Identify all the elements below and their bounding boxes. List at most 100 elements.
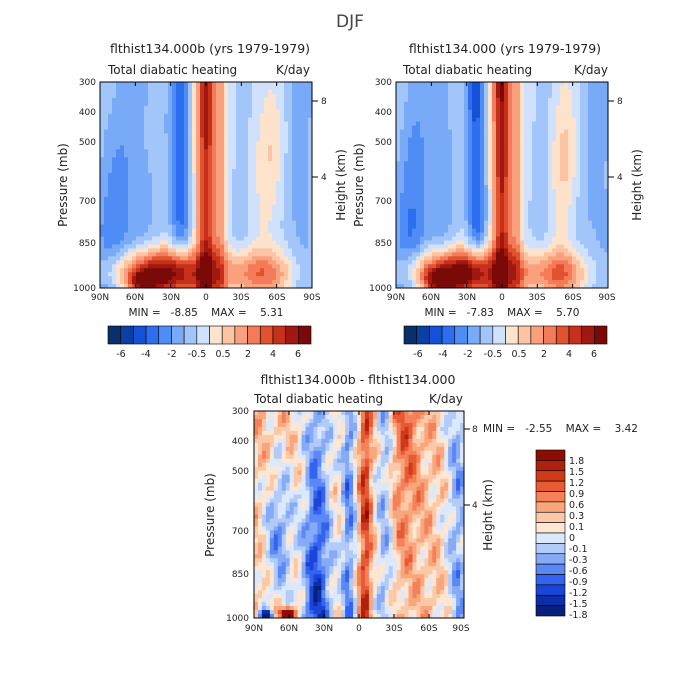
heatmap-cell <box>152 137 157 142</box>
heatmap-cell <box>208 240 213 245</box>
heatmap-cell <box>460 121 465 126</box>
heatmap-cell <box>104 268 109 273</box>
heatmap-cell <box>592 212 597 218</box>
heatmap-cell <box>140 97 145 103</box>
heatmap-cell <box>456 188 461 194</box>
heatmap-cell <box>500 141 505 146</box>
heatmap-cell <box>580 204 585 210</box>
heatmap-cell <box>396 125 401 130</box>
heatmap-cell <box>152 240 157 245</box>
heatmap-cell <box>196 141 201 146</box>
heatmap-cell <box>184 188 189 194</box>
heatmap-cell <box>460 224 465 229</box>
heatmap-cell <box>292 220 297 226</box>
heatmap-cell <box>564 232 569 237</box>
heatmap-cell <box>416 97 421 103</box>
heatmap-cell <box>480 188 485 194</box>
heatmap-cell <box>304 185 309 190</box>
heatmap-cell <box>240 244 245 249</box>
heatmap-cell <box>604 177 609 182</box>
heatmap-cell <box>540 149 545 154</box>
heatmap-cell <box>300 188 305 194</box>
heatmap-cell <box>496 89 501 95</box>
heatmap-cell <box>252 141 257 146</box>
heatmap-cell <box>224 129 229 134</box>
heatmap-cell <box>264 228 269 233</box>
heatmap-cell <box>548 149 553 154</box>
heatmap-cell <box>604 173 609 178</box>
heatmap-cell <box>192 101 197 107</box>
heatmap-cell <box>416 185 421 190</box>
heatmap-cell <box>120 97 125 103</box>
heatmap-cell <box>200 173 205 178</box>
heatmap-cell <box>520 141 525 146</box>
heatmap-cell <box>268 248 273 253</box>
heatmap-cell <box>200 101 205 107</box>
heatmap-cell <box>296 121 301 126</box>
heatmap-cell <box>564 105 569 111</box>
heatmap-cell <box>100 129 105 134</box>
heatmap-cell <box>192 232 197 237</box>
heatmap-cell <box>272 157 277 162</box>
heatmap-cell <box>396 232 401 237</box>
heatmap-cell <box>424 236 429 241</box>
heatmap-cell <box>604 105 609 111</box>
heatmap-cell <box>268 121 273 126</box>
heatmap-cell <box>404 169 409 174</box>
heatmap-cell <box>192 196 197 202</box>
heatmap-cell <box>560 93 565 99</box>
heatmap-cell <box>552 129 557 134</box>
heatmap-cell <box>428 117 433 123</box>
heatmap-cell <box>240 177 245 182</box>
heatmap-cell <box>196 169 201 174</box>
heatmap-cell <box>212 177 217 182</box>
heatmap-cell <box>188 137 193 142</box>
heatmap-cell <box>428 113 433 119</box>
heatmap-cell <box>292 280 297 285</box>
heatmap-cell <box>200 133 205 138</box>
heatmap-cell <box>576 236 581 241</box>
heatmap-cell <box>432 228 437 233</box>
heatmap-cell <box>240 157 245 162</box>
heatmap-cell <box>176 248 181 253</box>
heatmap-cell <box>192 252 197 257</box>
heatmap-cell <box>528 153 533 158</box>
heatmap-cell <box>488 113 493 119</box>
heatmap-cell <box>540 105 545 111</box>
heatmap-cell <box>196 276 201 281</box>
heatmap-cell <box>184 125 189 130</box>
heatmap-cell <box>580 105 585 111</box>
heatmap-cell <box>448 101 453 107</box>
heatmap-cell <box>448 125 453 130</box>
heatmap-cell <box>572 216 577 222</box>
heatmap-cell <box>408 185 413 190</box>
heatmap-cell <box>128 145 133 150</box>
heatmap-cell <box>176 228 181 233</box>
heatmap-cell <box>232 256 237 261</box>
heatmap-cell <box>160 181 165 186</box>
heatmap-cell <box>100 272 105 277</box>
heatmap-cell <box>420 97 425 103</box>
heatmap-cell <box>508 97 513 103</box>
heatmap-cell <box>196 244 201 249</box>
heatmap-cell <box>428 236 433 241</box>
heatmap-cell <box>168 244 173 249</box>
heatmap-cell <box>108 244 113 249</box>
heatmap-cell <box>456 169 461 174</box>
heatmap-cell <box>592 121 597 126</box>
heatmap-cell <box>256 173 261 178</box>
heatmap-cell <box>280 157 285 162</box>
heatmap-cell <box>524 200 529 206</box>
heatmap-cell <box>108 85 113 91</box>
heatmap-cell <box>164 268 169 273</box>
heatmap-cell <box>284 272 289 277</box>
heatmap-cell <box>112 82 117 87</box>
heatmap-cell <box>300 204 305 210</box>
heatmap-cell <box>240 82 245 87</box>
heatmap-cell <box>224 280 229 285</box>
heatmap-cell <box>440 121 445 126</box>
heatmap-cell <box>224 113 229 119</box>
heatmap-cell <box>264 93 269 99</box>
heatmap-cell <box>572 89 577 95</box>
heatmap-cell <box>112 153 117 158</box>
